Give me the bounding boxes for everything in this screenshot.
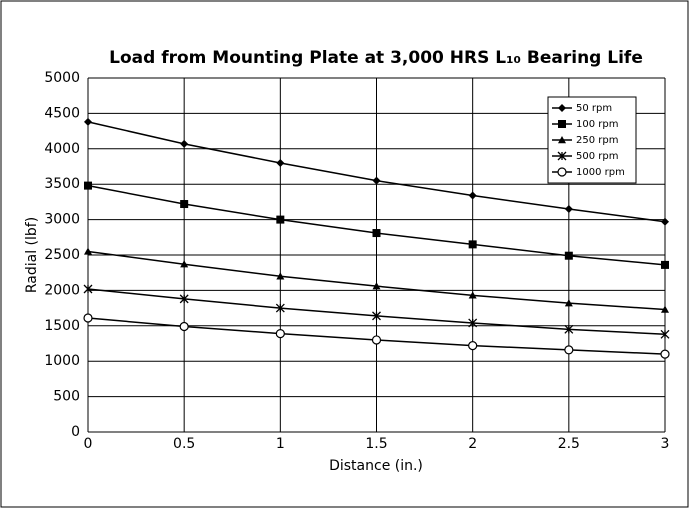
x-tick-label: 0 (84, 436, 93, 452)
marker (84, 247, 92, 255)
marker (371, 335, 382, 345)
marker (180, 200, 189, 209)
y-tick-label: 1000 (44, 353, 80, 369)
y-tick-label: 4000 (44, 141, 80, 157)
legend-label: 100 rpm (576, 119, 618, 130)
x-tick-label: 1.5 (365, 436, 387, 452)
marker (564, 299, 573, 307)
marker (180, 260, 189, 268)
marker (275, 303, 285, 313)
marker (275, 328, 285, 339)
legend-label: 500 rpm (576, 151, 618, 162)
marker (84, 181, 92, 190)
y-tick-label: 2500 (44, 247, 80, 263)
y-tick-label: 3000 (44, 212, 80, 228)
chart-title: Load from Mounting Plate at 3,000 HRS L₁… (109, 48, 643, 68)
marker (557, 151, 567, 161)
marker (661, 260, 669, 269)
y-tick-label: 0 (71, 424, 80, 440)
marker (84, 117, 92, 126)
marker (558, 136, 566, 144)
marker (372, 229, 381, 238)
marker (179, 294, 189, 304)
marker (83, 313, 93, 323)
marker (468, 240, 477, 249)
marker (660, 329, 670, 339)
marker (468, 341, 478, 351)
y-tick-label: 500 (53, 389, 80, 405)
legend: 50 rpm 100 rpm 250 rpm 500 rpm 1000 rpm (547, 96, 637, 184)
marker (276, 215, 285, 224)
marker (564, 324, 574, 334)
y-tick-label: 1500 (44, 318, 80, 334)
y-tick-label: 2000 (44, 282, 80, 298)
legend-label: 50 rpm (576, 103, 612, 114)
marker (558, 120, 566, 128)
marker (276, 158, 285, 167)
marker (83, 284, 93, 294)
marker (564, 204, 573, 213)
marker (564, 345, 574, 355)
marker (558, 104, 566, 112)
y-tick-label: 5000 (44, 70, 80, 86)
y-tick-label: 4500 (44, 105, 80, 121)
marker (372, 282, 381, 290)
marker (372, 176, 381, 185)
y-axis-label: Radial (lbf) (24, 217, 40, 293)
x-tick-label: 2.5 (558, 436, 580, 452)
legend-label: 1000 rpm (576, 167, 625, 178)
x-tick-label: 2 (468, 436, 477, 452)
marker (557, 167, 567, 177)
x-tick-label: 3 (661, 436, 670, 452)
marker (180, 139, 189, 148)
marker (661, 217, 669, 226)
legend-label: 250 rpm (576, 135, 618, 146)
marker (564, 251, 573, 260)
x-tick-label: 1 (276, 436, 285, 452)
marker (468, 291, 477, 299)
x-tick-label: 0.5 (173, 436, 195, 452)
x-axis-label: Distance (in.) (329, 458, 423, 474)
y-tick-label: 3500 (44, 176, 80, 192)
marker (276, 272, 285, 280)
marker (468, 191, 477, 200)
marker (660, 349, 670, 359)
marker (661, 305, 669, 313)
marker (372, 311, 381, 321)
marker (468, 318, 478, 328)
marker (179, 321, 189, 332)
